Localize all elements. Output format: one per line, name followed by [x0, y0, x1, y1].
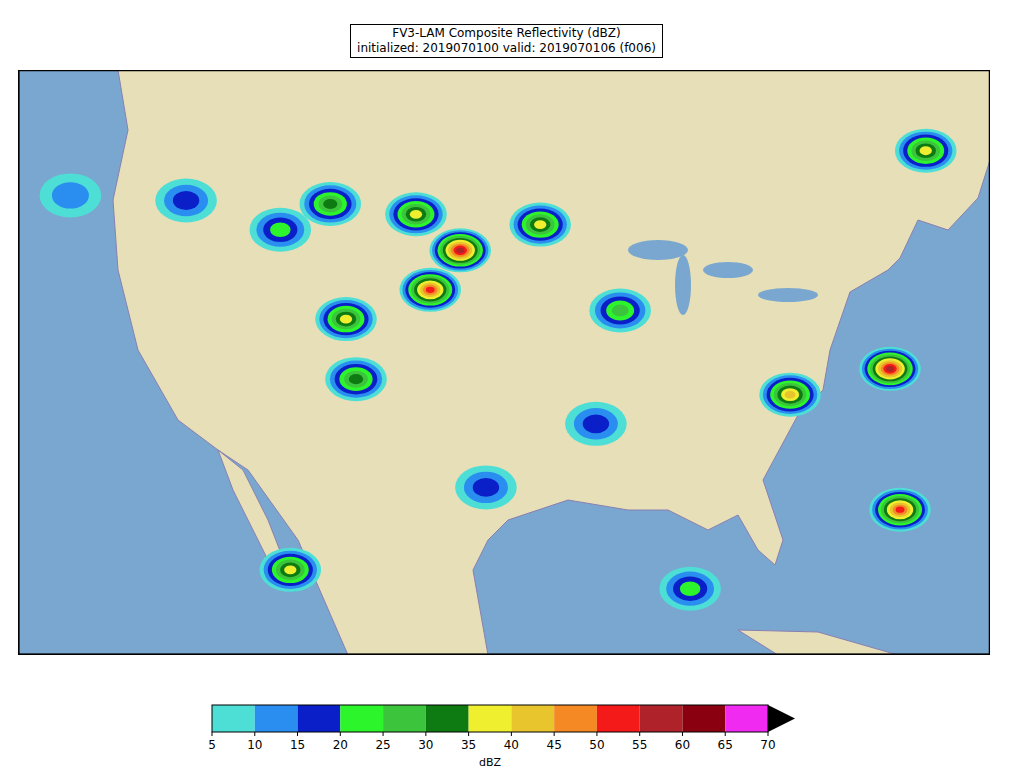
svg-text:dBZ: dBZ: [479, 756, 502, 769]
svg-text:10: 10: [247, 738, 262, 752]
svg-text:60: 60: [675, 738, 690, 752]
svg-text:50: 50: [589, 738, 604, 752]
svg-text:55: 55: [632, 738, 647, 752]
svg-text:65: 65: [718, 738, 733, 752]
svg-text:20: 20: [333, 738, 348, 752]
svg-text:30: 30: [418, 738, 433, 752]
svg-text:70: 70: [760, 738, 775, 752]
html-text:FV3-LAM Composite Reflectivity: FV3-LAM Composite Reflectivity (dBZ): [392, 26, 621, 40]
svg-text:40: 40: [504, 738, 519, 752]
svg-text:35: 35: [461, 738, 476, 752]
svg-text:25: 25: [375, 738, 390, 752]
svg-text:5: 5: [208, 738, 216, 752]
html-text:initialized: 2019070100 valid:: initialized: 2019070100 valid: 201907010…: [357, 41, 656, 55]
svg-text:15: 15: [290, 738, 305, 752]
svg-text:45: 45: [547, 738, 562, 752]
